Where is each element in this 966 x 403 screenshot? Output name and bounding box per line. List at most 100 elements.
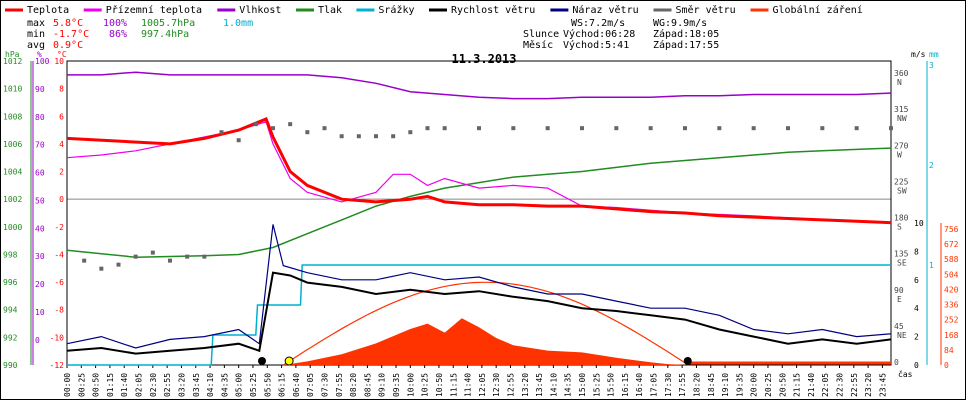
wind-dir-point bbox=[219, 130, 224, 135]
axes: 1012101010081006100410021000998996994992… bbox=[3, 57, 959, 397]
rad-tick-label: 336 bbox=[944, 301, 959, 310]
sunrise-marker bbox=[284, 356, 294, 366]
radiation-max-arc bbox=[282, 281, 689, 366]
hum-tick-label: 30 bbox=[35, 252, 45, 261]
dir-tick-name: NE bbox=[897, 331, 907, 340]
wind-dir-point bbox=[442, 126, 447, 131]
hum-tick-label: 50 bbox=[35, 196, 45, 205]
plot-area bbox=[66, 71, 893, 366]
press-tick-label: 1002 bbox=[3, 195, 22, 204]
time-tick-label: 07:05 bbox=[306, 373, 315, 397]
time-tick-label: 13:20 bbox=[521, 373, 530, 397]
wind-dir-point bbox=[820, 126, 825, 131]
time-tick-label: 21:40 bbox=[807, 373, 816, 397]
wind-dir-point bbox=[185, 254, 190, 259]
time-tick-label: 07:30 bbox=[321, 373, 330, 397]
wind-dir-point bbox=[408, 130, 413, 135]
press-tick-label: 1004 bbox=[3, 168, 22, 177]
hum-tick-label: 60 bbox=[35, 169, 45, 178]
temp-tick-label: -12 bbox=[50, 361, 65, 370]
temp-tick-label: -6 bbox=[54, 278, 64, 287]
time-tick-label: 12:30 bbox=[492, 373, 501, 397]
temp-tick-label: 2 bbox=[59, 168, 64, 177]
time-tick-label: 03:20 bbox=[177, 373, 186, 397]
speed-tick-label: 10 bbox=[914, 219, 924, 228]
wind-dir-point bbox=[477, 126, 481, 131]
stat-max-label: max bbox=[27, 18, 45, 29]
time-tick-label: 17:05 bbox=[650, 373, 659, 397]
dir-tick-label: 360 bbox=[894, 69, 909, 78]
time-tick-label: 15:00 bbox=[578, 373, 587, 397]
wind-ws: WS:7.2m/s bbox=[571, 18, 625, 29]
wind-dir-point bbox=[288, 122, 293, 127]
press-tick-label: 1006 bbox=[3, 140, 22, 149]
dir-tick-label: 315 bbox=[894, 105, 909, 114]
press-tick-label: 1010 bbox=[3, 85, 22, 94]
time-tick-label: 01:15 bbox=[106, 373, 115, 397]
wind-dir-point bbox=[133, 254, 138, 259]
wind-dir-point bbox=[374, 134, 378, 139]
rad-tick-label: 84 bbox=[944, 346, 954, 355]
rad-tick-label: 168 bbox=[944, 331, 959, 340]
rain-tick-label: 1 bbox=[929, 261, 934, 270]
time-tick-label: 20:50 bbox=[778, 373, 787, 397]
wind-dir-point bbox=[305, 130, 310, 135]
press-tick-label: 998 bbox=[3, 250, 18, 259]
time-tick-label: 15:25 bbox=[592, 373, 601, 397]
wind-dir-point bbox=[99, 266, 104, 271]
time-tick-label: 19:35 bbox=[735, 373, 744, 397]
hum-tick-label: 80 bbox=[35, 113, 45, 122]
press-tick-label: 1000 bbox=[3, 223, 22, 232]
temp-tick-label: 4 bbox=[59, 140, 64, 149]
time-tick-label: 20:25 bbox=[764, 373, 773, 397]
time-tick-label: 07:55 bbox=[335, 373, 344, 397]
series-pressure bbox=[66, 147, 892, 258]
hum-tick-label: 10 bbox=[35, 308, 45, 317]
speed-tick-label: 8 bbox=[914, 247, 919, 256]
time-tick-label: 06:15 bbox=[278, 373, 287, 397]
sun-rise: Východ:06:28 bbox=[563, 28, 635, 40]
temp-tick-label: -2 bbox=[54, 223, 64, 232]
press-tick-label: 990 bbox=[3, 361, 18, 370]
temp-tick-label: 6 bbox=[59, 112, 64, 121]
wind-wg: WG:9.9m/s bbox=[653, 18, 707, 29]
time-tick-label: 14:35 bbox=[564, 373, 573, 397]
unit-mm: mm bbox=[929, 50, 939, 59]
wind-dir-point bbox=[82, 258, 87, 263]
wind-dir-point bbox=[648, 126, 653, 131]
temp-tick-label: 10 bbox=[54, 57, 64, 66]
dir-tick-label: 180 bbox=[894, 214, 909, 223]
hum-tick-label: 90 bbox=[35, 85, 45, 94]
time-tick-label: 22:30 bbox=[836, 373, 845, 397]
speed-tick-label: 4 bbox=[914, 304, 919, 313]
rad-tick-label: 0 bbox=[944, 361, 949, 370]
time-tick-label: 03:45 bbox=[192, 373, 201, 397]
dir-tick-name: NW bbox=[897, 114, 907, 123]
moon-rise: Východ:5:41 bbox=[563, 39, 629, 51]
stat-avg-temp: 0.9°C bbox=[53, 40, 83, 51]
dir-tick-label: 270 bbox=[894, 141, 909, 150]
time-tick-label: 00:00 bbox=[63, 373, 72, 397]
dir-tick-name: SW bbox=[897, 186, 907, 195]
hum-tick-label: 100 bbox=[35, 57, 50, 66]
speed-tick-label: 6 bbox=[914, 276, 919, 285]
legend-label: Směr větru bbox=[676, 4, 736, 16]
rad-tick-label: 588 bbox=[944, 255, 959, 264]
time-tick-label: 02:30 bbox=[149, 373, 158, 397]
moonrise-marker bbox=[258, 357, 267, 365]
press-tick-label: 994 bbox=[3, 306, 18, 315]
time-tick-label: 11:15 bbox=[449, 373, 458, 397]
wind-dir-point bbox=[322, 126, 327, 131]
wind-dir-point bbox=[202, 254, 207, 259]
time-tick-label: 23:45 bbox=[878, 373, 887, 397]
wind-dir-point bbox=[356, 134, 361, 139]
time-tick-label: 12:05 bbox=[478, 373, 487, 397]
unit-hpa: hPa bbox=[5, 50, 20, 59]
dir-tick-name: W bbox=[897, 150, 902, 159]
sun-label: Slunce bbox=[523, 29, 559, 40]
series-temperature bbox=[66, 117, 892, 225]
dir-tick-name: S bbox=[897, 223, 902, 232]
unit-ms: m/s bbox=[911, 50, 926, 59]
temp-tick-label: -10 bbox=[50, 333, 65, 342]
time-tick-label: 06:40 bbox=[292, 373, 301, 397]
